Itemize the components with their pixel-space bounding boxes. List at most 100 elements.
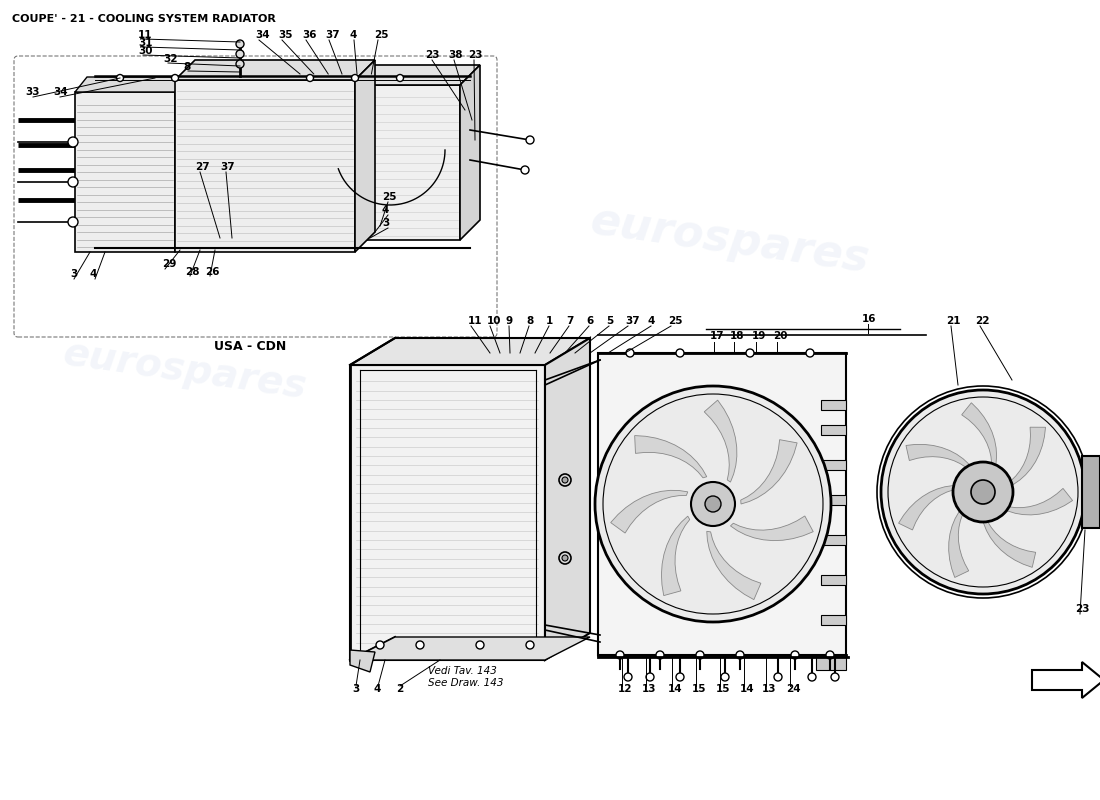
Bar [821,495,846,505]
Text: 32: 32 [163,54,177,64]
Bar [821,575,846,585]
Text: 31: 31 [138,38,153,48]
Text: COUPE' - 21 - COOLING SYSTEM RADIATOR: COUPE' - 21 - COOLING SYSTEM RADIATOR [12,14,276,24]
Text: 25: 25 [382,192,396,202]
Text: 5: 5 [606,316,614,326]
Text: 11: 11 [468,316,483,326]
Text: 21: 21 [946,316,960,326]
Text: 38: 38 [448,50,462,60]
Circle shape [476,641,484,649]
Text: 10: 10 [487,316,502,326]
Polygon shape [1001,489,1072,515]
Polygon shape [661,516,690,595]
Text: 4: 4 [350,30,358,40]
Circle shape [352,74,359,82]
Text: 23: 23 [1075,604,1089,614]
Text: 37: 37 [220,162,234,172]
Text: eurospares: eurospares [60,334,309,406]
Circle shape [720,673,729,681]
Circle shape [656,651,664,659]
Circle shape [521,166,529,174]
Circle shape [791,651,799,659]
Text: 14: 14 [668,684,683,694]
Circle shape [774,673,782,681]
Text: 34: 34 [255,30,270,40]
Text: 13: 13 [762,684,777,694]
Bar [821,400,846,410]
Polygon shape [899,486,960,530]
Polygon shape [635,435,707,478]
Text: 26: 26 [205,267,220,277]
Text: 8: 8 [183,62,190,72]
Text: Vedi Tav. 143: Vedi Tav. 143 [428,666,497,676]
Circle shape [624,673,632,681]
Polygon shape [1032,662,1100,698]
Circle shape [172,74,178,82]
Circle shape [68,217,78,227]
Circle shape [595,386,830,622]
Text: 3: 3 [352,684,360,694]
Bar [821,535,846,545]
Circle shape [826,651,834,659]
Text: 25: 25 [668,316,682,326]
Circle shape [236,60,244,68]
Text: 7: 7 [566,316,573,326]
Text: 3: 3 [382,218,389,228]
Polygon shape [310,65,480,85]
Circle shape [806,349,814,357]
Polygon shape [948,506,969,578]
Circle shape [616,651,624,659]
Text: 14: 14 [740,684,755,694]
Polygon shape [598,353,846,655]
Text: 28: 28 [185,267,199,277]
Text: 25: 25 [374,30,388,40]
Text: 15: 15 [692,684,706,694]
Text: 27: 27 [195,162,210,172]
Polygon shape [350,637,590,660]
Text: 4: 4 [90,269,98,279]
Circle shape [68,177,78,187]
Polygon shape [75,92,175,252]
Polygon shape [175,60,375,80]
Polygon shape [350,650,375,672]
Text: 4: 4 [382,205,389,215]
Circle shape [736,651,744,659]
Circle shape [971,480,996,504]
Circle shape [676,349,684,357]
Circle shape [691,482,735,526]
Text: 15: 15 [716,684,730,694]
Text: 35: 35 [278,30,293,40]
Circle shape [562,477,568,483]
Text: eurospares: eurospares [587,199,872,281]
Text: USA - CDN: USA - CDN [213,340,286,353]
Bar [821,615,846,625]
Text: 30: 30 [138,46,153,56]
Circle shape [307,74,314,82]
Text: 24: 24 [786,684,801,694]
Text: 23: 23 [468,50,483,60]
Circle shape [881,390,1085,594]
Text: 3: 3 [70,269,77,279]
Polygon shape [460,65,480,240]
Text: 37: 37 [625,316,639,326]
Circle shape [68,137,78,147]
Text: 23: 23 [425,50,440,60]
Text: 29: 29 [162,259,176,269]
Circle shape [526,641,534,649]
Polygon shape [704,400,737,482]
Polygon shape [740,440,798,504]
Polygon shape [610,490,688,533]
Circle shape [526,136,534,144]
Circle shape [376,641,384,649]
Circle shape [562,555,568,561]
Text: 36: 36 [302,30,317,40]
Polygon shape [175,80,355,252]
Text: 6: 6 [586,316,593,326]
Text: 22: 22 [975,316,990,326]
Polygon shape [350,365,544,660]
Polygon shape [982,516,1036,567]
Text: 12: 12 [618,684,632,694]
Polygon shape [544,338,590,660]
Text: 4: 4 [648,316,656,326]
Text: 9: 9 [506,316,513,326]
